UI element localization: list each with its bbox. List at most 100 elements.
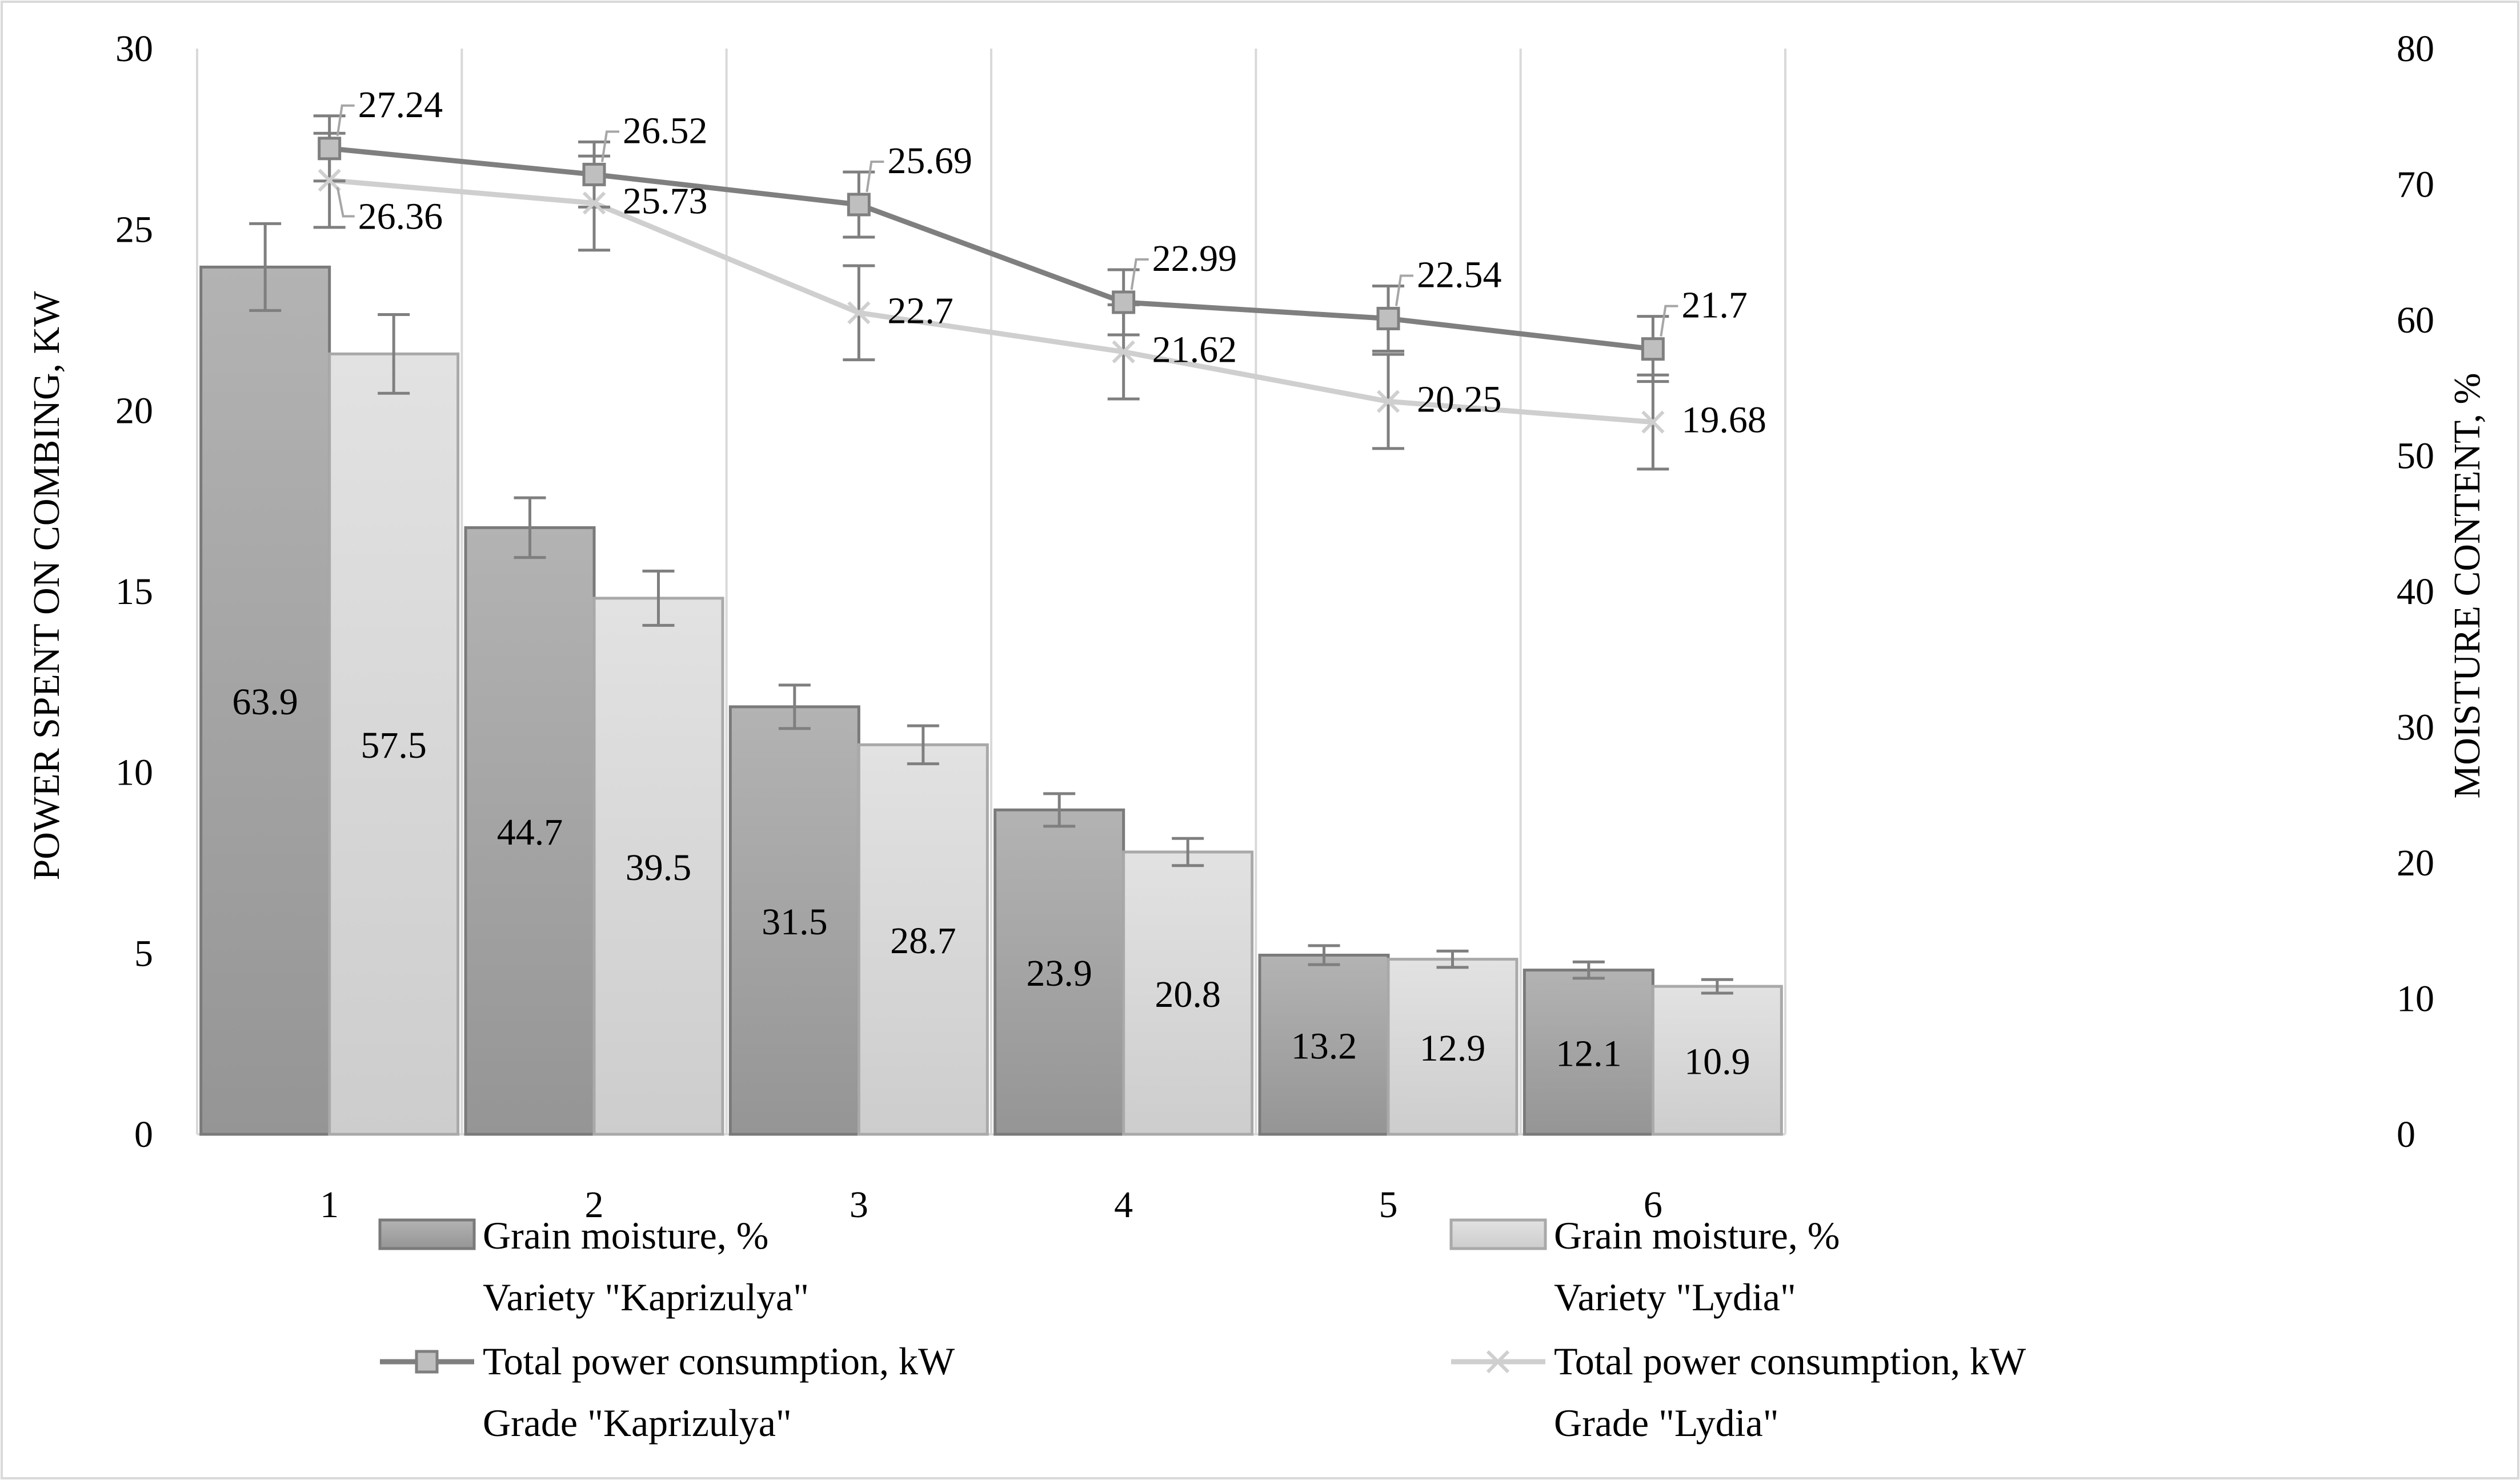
label-group-kaprizulya-cat4: 22.99 bbox=[1130, 238, 1237, 290]
bar-error-series2-cat4 bbox=[1172, 837, 1204, 867]
marker-kaprizulya-cat6 bbox=[1641, 337, 1665, 361]
y-tick-left-5: 5 bbox=[134, 933, 153, 974]
label-group-lydia-cat5: 20.25 bbox=[1417, 379, 1502, 421]
marker-kaprizulya-cat3 bbox=[847, 193, 871, 217]
y-tick-right-40: 40 bbox=[2397, 571, 2434, 613]
bar-label-series1-cat4: 23.9 bbox=[1026, 953, 1092, 994]
point-label-kaprizulya-cat5: 22.54 bbox=[1417, 254, 1502, 295]
y-tick-right-30: 30 bbox=[2397, 707, 2434, 749]
y-tick-right-70: 70 bbox=[2397, 164, 2434, 206]
bar-series1-cat1 bbox=[199, 265, 331, 1136]
point-label-lydia-cat5: 20.25 bbox=[1417, 379, 1502, 421]
y-axis-title-right: MOISTURE CONTENT, % bbox=[2446, 373, 2488, 799]
legend-label-line1: Grain moisture, % bbox=[483, 1214, 768, 1257]
marker-kaprizulya-cat1 bbox=[318, 137, 342, 161]
x-tick-2: 2 bbox=[585, 1184, 604, 1226]
bar-series2-cat5 bbox=[1387, 958, 1519, 1136]
bar-data-labels: 63.9 44.7 31.5 23.9 13.2 12.1 57.5 39.5 28.7 20.8… bbox=[232, 681, 1750, 1082]
label-group-kaprizulya-cat3: 25.69 bbox=[866, 140, 972, 193]
marker-lydia-cat2 bbox=[582, 191, 606, 215]
point-label-kaprizulya-cat4: 22.99 bbox=[1152, 238, 1237, 279]
legend-label-line1: Grain moisture, % bbox=[1554, 1214, 1840, 1257]
line-series-kaprizulya bbox=[329, 146, 1653, 352]
marker-lydia-cat5 bbox=[1376, 390, 1400, 413]
bar-error-series2-cat5 bbox=[1436, 949, 1469, 969]
line-series-lydia bbox=[329, 178, 1653, 425]
bar-error-series1-cat5 bbox=[1308, 944, 1340, 966]
label-leader bbox=[1660, 305, 1678, 337]
bar-error-series1-cat6 bbox=[1572, 960, 1605, 980]
y-tick-right-20: 20 bbox=[2397, 842, 2434, 884]
axes: POWER SPENT ON COMBING, KW MOISTURE CONT… bbox=[26, 28, 2488, 1226]
label-group-lydia-cat3: 22.7 bbox=[887, 290, 953, 331]
bar-error-series1-cat1 bbox=[249, 222, 282, 312]
marker-stroke bbox=[847, 301, 871, 325]
marker-kaprizulya-cat2 bbox=[582, 162, 606, 186]
bar-error-series2-cat2 bbox=[642, 569, 675, 627]
bar-error-series2-cat3 bbox=[907, 724, 939, 766]
label-group-kaprizulya-cat2: 26.52 bbox=[601, 110, 708, 162]
legend-label-line2: Variety "Lydia" bbox=[1554, 1275, 1796, 1319]
bar-series2-cat1 bbox=[328, 352, 460, 1136]
line-markers bbox=[318, 137, 1665, 434]
x-tick-5: 5 bbox=[1379, 1184, 1398, 1226]
y-tick-right-60: 60 bbox=[2397, 299, 2434, 341]
bar-series2-cat3 bbox=[857, 743, 989, 1136]
legend-swatch-bar bbox=[1449, 1218, 1547, 1250]
bar-label-series1-cat6: 12.1 bbox=[1556, 1033, 1622, 1074]
bar-error-series1-cat3 bbox=[778, 683, 811, 730]
bar-error-series2-cat1 bbox=[378, 313, 410, 395]
marker-kaprizulya-cat4 bbox=[1112, 290, 1136, 314]
bar-series1-cat6 bbox=[1523, 969, 1654, 1136]
legend-label-line2: Grade "Lydia" bbox=[1554, 1401, 1779, 1445]
line-data-labels: 27.24 26.52 25.69 22.99 22.54 21.7 26.36 25.73 2… bbox=[336, 84, 1766, 441]
bar-series2-cat4 bbox=[1122, 850, 1254, 1136]
label-group-kaprizulya-cat6: 21.7 bbox=[1660, 285, 1748, 337]
bar-label-series1-cat5: 13.2 bbox=[1291, 1025, 1357, 1067]
legend-label-line2: Grade "Kaprizulya" bbox=[483, 1401, 792, 1445]
bar-label-series2-cat5: 12.9 bbox=[1420, 1027, 1486, 1069]
bar-label-series1-cat2: 44.7 bbox=[497, 811, 563, 853]
label-group-lydia-cat4: 21.62 bbox=[1152, 329, 1237, 371]
y-tick-right-10: 10 bbox=[2397, 978, 2434, 1020]
y-tick-left-25: 25 bbox=[115, 209, 153, 251]
label-group-kaprizulya-cat1: 27.24 bbox=[336, 84, 443, 137]
bar-label-series1-cat1: 63.9 bbox=[232, 681, 298, 723]
legend-marker-x bbox=[1486, 1350, 1510, 1374]
legend-marker-square bbox=[415, 1350, 439, 1374]
bar-error-series2-cat6 bbox=[1701, 978, 1733, 995]
legend: Grain moisture, %Variety "Kaprizulya"Gra… bbox=[378, 1214, 2026, 1445]
y-tick-right-0: 0 bbox=[2397, 1114, 2415, 1155]
y-tick-right-50: 50 bbox=[2397, 435, 2434, 477]
x-tick-4: 4 bbox=[1114, 1184, 1133, 1226]
label-leader bbox=[336, 187, 355, 218]
marker-stroke bbox=[1112, 340, 1135, 363]
y-tick-left-20: 20 bbox=[115, 390, 153, 431]
legend-entry-3: Total power consumption, kW Grade "Kapriz… bbox=[380, 1339, 955, 1445]
point-label-lydia-cat3: 22.7 bbox=[887, 290, 953, 331]
bar-label-series2-cat3: 28.7 bbox=[890, 920, 956, 962]
y-tick-right-80: 80 bbox=[2397, 28, 2434, 70]
y-tick-left-0: 0 bbox=[134, 1114, 153, 1155]
bar-series2-cat6 bbox=[1651, 985, 1783, 1136]
marker-lydia-cat3 bbox=[847, 301, 871, 325]
bar-label-series2-cat4: 20.8 bbox=[1155, 974, 1221, 1015]
bar-error-bars bbox=[249, 222, 1733, 995]
category-separators bbox=[196, 49, 1786, 1135]
point-label-lydia-cat1: 26.36 bbox=[358, 196, 443, 238]
legend-entry-1: Grain moisture, % Variety "Kaprizulya" bbox=[378, 1214, 809, 1319]
y-tick-left-10: 10 bbox=[115, 752, 153, 794]
label-group-kaprizulya-cat5: 22.54 bbox=[1395, 254, 1502, 306]
label-leader bbox=[1395, 274, 1413, 306]
marker-stroke bbox=[1376, 390, 1400, 413]
marker-stroke bbox=[582, 191, 606, 215]
y-tick-left-15: 15 bbox=[115, 571, 153, 613]
bar-label-series1-cat3: 31.5 bbox=[762, 901, 828, 943]
label-leader bbox=[336, 104, 355, 137]
legend-entry-4: Total power consumption, kW Grade "Lydia" bbox=[1451, 1339, 2026, 1445]
legend-swatch-bar bbox=[378, 1218, 476, 1250]
label-leader bbox=[866, 160, 884, 193]
